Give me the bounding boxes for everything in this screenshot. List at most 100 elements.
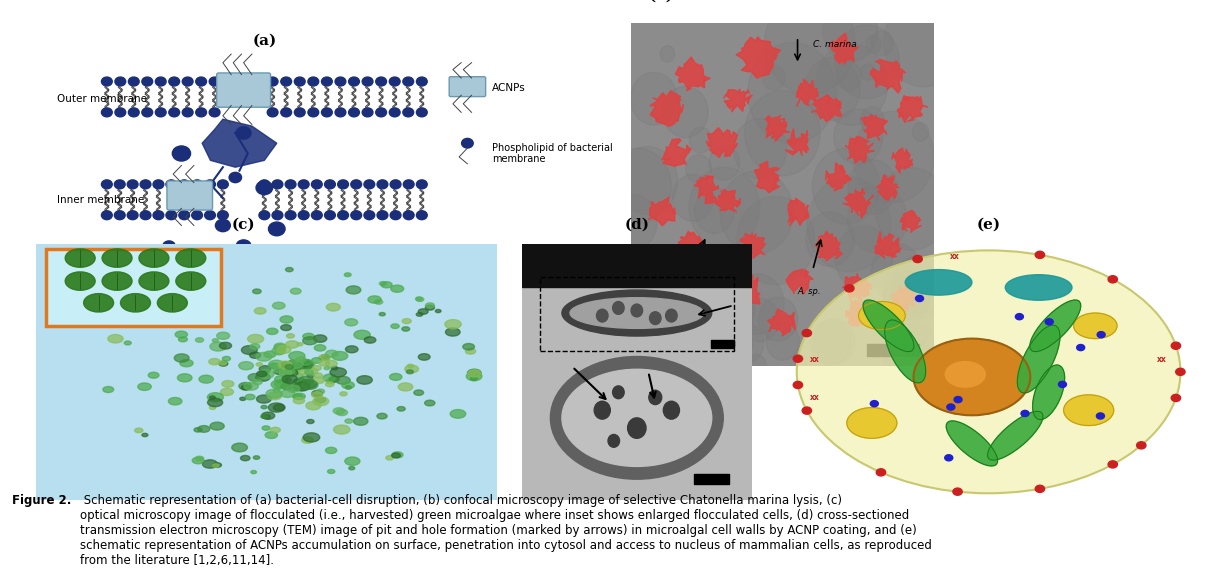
Circle shape bbox=[383, 276, 394, 285]
Circle shape bbox=[300, 360, 312, 367]
Polygon shape bbox=[870, 60, 906, 93]
Circle shape bbox=[261, 415, 267, 418]
Circle shape bbox=[1109, 461, 1117, 468]
Circle shape bbox=[815, 44, 888, 125]
Circle shape bbox=[285, 363, 297, 370]
Circle shape bbox=[234, 276, 245, 285]
Circle shape bbox=[391, 180, 402, 189]
Circle shape bbox=[294, 382, 309, 391]
Circle shape bbox=[207, 393, 223, 401]
Circle shape bbox=[664, 401, 679, 419]
Circle shape bbox=[323, 356, 330, 360]
Circle shape bbox=[102, 77, 113, 86]
Circle shape bbox=[468, 370, 480, 377]
Circle shape bbox=[258, 180, 269, 189]
Ellipse shape bbox=[905, 270, 972, 295]
Circle shape bbox=[284, 372, 292, 376]
Circle shape bbox=[1021, 410, 1029, 417]
Circle shape bbox=[152, 276, 163, 285]
Polygon shape bbox=[811, 95, 842, 121]
Circle shape bbox=[323, 374, 336, 382]
Circle shape bbox=[871, 243, 921, 299]
Circle shape bbox=[329, 376, 340, 382]
Circle shape bbox=[346, 286, 360, 294]
Circle shape bbox=[403, 211, 414, 220]
Circle shape bbox=[734, 119, 787, 179]
Circle shape bbox=[398, 383, 412, 391]
Circle shape bbox=[256, 373, 270, 381]
Circle shape bbox=[102, 211, 113, 220]
Circle shape bbox=[364, 337, 376, 343]
Circle shape bbox=[247, 335, 263, 343]
Circle shape bbox=[210, 422, 224, 430]
Circle shape bbox=[604, 148, 671, 224]
Circle shape bbox=[280, 383, 292, 389]
Circle shape bbox=[466, 372, 482, 381]
Polygon shape bbox=[650, 91, 683, 127]
Circle shape bbox=[240, 397, 246, 400]
Circle shape bbox=[283, 375, 297, 383]
Circle shape bbox=[301, 360, 312, 365]
Circle shape bbox=[279, 369, 292, 376]
Circle shape bbox=[351, 211, 361, 220]
Circle shape bbox=[848, 160, 896, 214]
Ellipse shape bbox=[1074, 313, 1117, 339]
Circle shape bbox=[258, 211, 269, 220]
Polygon shape bbox=[695, 302, 717, 328]
Polygon shape bbox=[662, 266, 688, 293]
Circle shape bbox=[414, 390, 423, 395]
Circle shape bbox=[178, 180, 189, 189]
Circle shape bbox=[876, 167, 949, 250]
Circle shape bbox=[836, 226, 893, 290]
Circle shape bbox=[296, 374, 303, 378]
Circle shape bbox=[319, 354, 330, 361]
Circle shape bbox=[195, 108, 206, 117]
Circle shape bbox=[380, 313, 386, 316]
Circle shape bbox=[273, 302, 285, 309]
Circle shape bbox=[883, 324, 943, 391]
Circle shape bbox=[364, 180, 375, 189]
Text: Figure 2.: Figure 2. bbox=[12, 494, 72, 507]
Circle shape bbox=[285, 341, 298, 348]
Circle shape bbox=[844, 285, 854, 292]
Circle shape bbox=[217, 276, 228, 285]
Circle shape bbox=[326, 303, 341, 311]
Circle shape bbox=[416, 276, 427, 285]
Circle shape bbox=[400, 276, 411, 285]
Circle shape bbox=[281, 364, 291, 370]
Text: ACNPs: ACNPs bbox=[492, 83, 526, 94]
Circle shape bbox=[281, 361, 290, 367]
Circle shape bbox=[391, 324, 399, 328]
Circle shape bbox=[710, 146, 740, 180]
Circle shape bbox=[285, 367, 292, 370]
Circle shape bbox=[389, 374, 402, 381]
Circle shape bbox=[736, 196, 815, 285]
Circle shape bbox=[255, 307, 266, 314]
Circle shape bbox=[267, 276, 278, 285]
Circle shape bbox=[377, 180, 388, 189]
Circle shape bbox=[1015, 314, 1024, 320]
Circle shape bbox=[300, 370, 308, 375]
Circle shape bbox=[177, 374, 192, 382]
Circle shape bbox=[313, 373, 323, 378]
Circle shape bbox=[344, 319, 358, 326]
Circle shape bbox=[383, 305, 394, 314]
Circle shape bbox=[767, 322, 799, 360]
Polygon shape bbox=[875, 231, 901, 258]
Circle shape bbox=[256, 353, 272, 361]
Circle shape bbox=[289, 360, 295, 364]
Circle shape bbox=[287, 360, 303, 368]
Circle shape bbox=[375, 300, 383, 304]
Circle shape bbox=[155, 77, 166, 86]
Circle shape bbox=[256, 363, 262, 366]
Circle shape bbox=[280, 365, 296, 374]
Circle shape bbox=[294, 361, 304, 367]
Circle shape bbox=[363, 77, 372, 86]
Circle shape bbox=[883, 266, 930, 320]
Circle shape bbox=[303, 337, 317, 345]
Circle shape bbox=[594, 401, 610, 419]
Circle shape bbox=[115, 108, 126, 117]
Circle shape bbox=[240, 456, 250, 461]
Circle shape bbox=[391, 211, 402, 220]
Circle shape bbox=[314, 345, 326, 351]
